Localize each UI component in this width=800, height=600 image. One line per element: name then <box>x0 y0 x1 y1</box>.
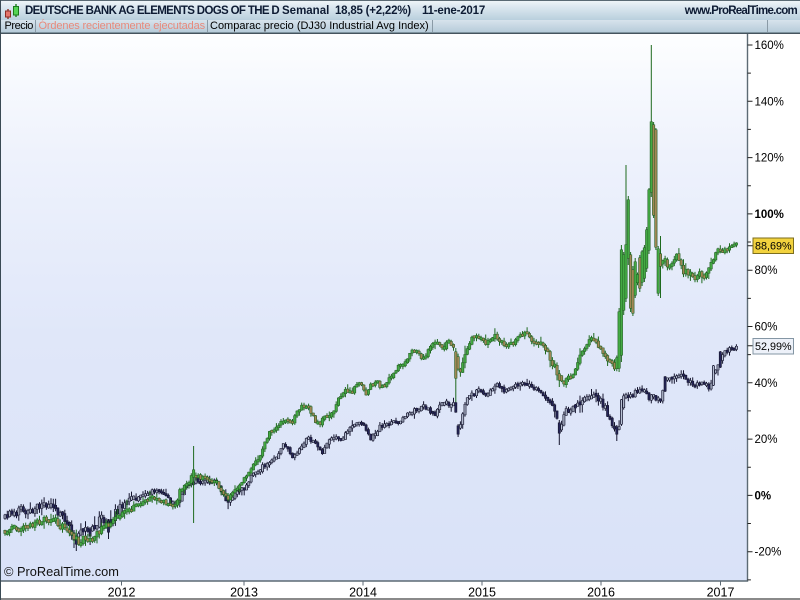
svg-text:2014: 2014 <box>349 586 377 600</box>
svg-text:88,69%: 88,69% <box>755 241 792 253</box>
svg-text:160%: 160% <box>755 40 784 52</box>
svg-text:2013: 2013 <box>230 586 258 600</box>
svg-text:20%: 20% <box>755 434 778 446</box>
svg-text:40%: 40% <box>755 378 778 390</box>
svg-text:60%: 60% <box>755 322 778 334</box>
svg-text:2015: 2015 <box>468 586 496 600</box>
svg-text:100%: 100% <box>755 209 784 221</box>
svg-text:2017: 2017 <box>707 586 735 600</box>
svg-text:© ProRealTime.com: © ProRealTime.com <box>4 564 119 579</box>
svg-text:52,99%: 52,99% <box>755 341 792 353</box>
svg-text:2012: 2012 <box>108 586 136 600</box>
svg-text:2016: 2016 <box>587 586 615 600</box>
svg-text:120%: 120% <box>755 153 784 165</box>
svg-text:-20%: -20% <box>755 547 782 559</box>
svg-text:80%: 80% <box>755 265 778 277</box>
svg-text:0%: 0% <box>755 490 772 502</box>
svg-text:140%: 140% <box>755 96 784 108</box>
